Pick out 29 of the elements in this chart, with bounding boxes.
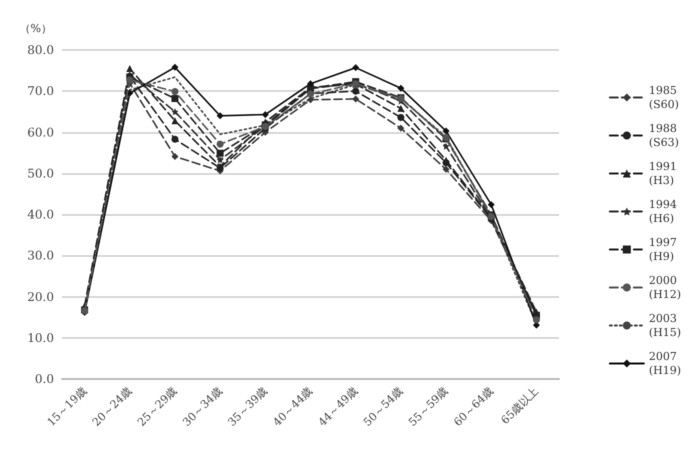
x-tick-label: 55～59歳 xyxy=(406,384,451,429)
x-tick-label: 25～29歳 xyxy=(135,384,180,429)
legend-label: 1991 (H3) xyxy=(648,160,677,187)
y-tick-label: 20.0 xyxy=(27,290,54,304)
y-tick-label: 10.0 xyxy=(27,330,54,345)
y-tick-label: 40.0 xyxy=(27,208,54,222)
x-tick-label: 50～54歳 xyxy=(360,384,406,429)
y-axis-title: （%） xyxy=(20,22,52,35)
legend-label: 1997 (H9) xyxy=(648,236,677,263)
legend-label: 1994 (H6) xyxy=(648,198,677,225)
y-tick-label: 0.0 xyxy=(34,372,54,386)
x-tick-label: 60～64歳 xyxy=(451,384,496,429)
x-tick-label: 40～44歳 xyxy=(270,384,316,429)
y-tick-label: 70.0 xyxy=(27,84,54,98)
legend-label: 2003 (H15) xyxy=(648,312,682,339)
legend-label: 1988 (S63) xyxy=(648,122,679,149)
legend-label: 1985 (S60) xyxy=(648,84,679,111)
x-tick-label: 30～34歳 xyxy=(180,384,225,429)
x-tick-label: 15～19歳 xyxy=(44,384,90,429)
legend-label: 2000 (H12) xyxy=(648,274,682,301)
legend-label: 2007 (H19) xyxy=(648,350,682,377)
y-tick-label: 50.0 xyxy=(27,166,54,180)
y-tick-label: 60.0 xyxy=(27,125,54,140)
x-tick-label: 44～49歳 xyxy=(316,384,360,429)
x-tick-label: 65歳以上 xyxy=(498,384,542,427)
y-tick-label: 80.0 xyxy=(27,43,54,57)
x-tick-label: 35～39歳 xyxy=(225,384,270,429)
x-tick-label: 20～24歳 xyxy=(90,384,134,429)
y-tick-label: 30.0 xyxy=(27,248,54,263)
